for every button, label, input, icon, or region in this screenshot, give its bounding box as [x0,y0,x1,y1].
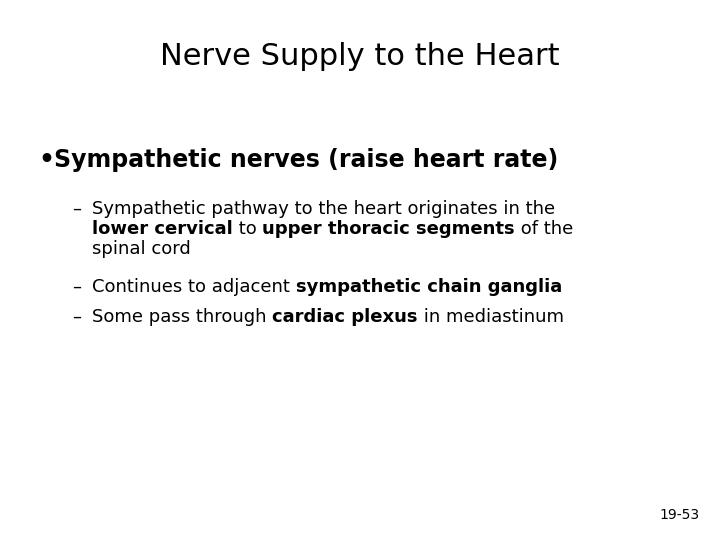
Text: –: – [72,278,81,296]
Text: Nerve Supply to the Heart: Nerve Supply to the Heart [160,42,560,71]
Text: Sympathetic nerves (raise heart rate): Sympathetic nerves (raise heart rate) [54,148,558,172]
Text: •: • [38,148,54,172]
Text: spinal cord: spinal cord [92,240,191,258]
Text: to: to [233,220,262,238]
Text: 19-53: 19-53 [660,508,700,522]
Text: of the: of the [515,220,573,238]
Text: lower cervical: lower cervical [92,220,233,238]
Text: Sympathetic pathway to the heart originates in the: Sympathetic pathway to the heart origina… [92,200,555,218]
Text: upper thoracic segments: upper thoracic segments [262,220,515,238]
Text: Continues to adjacent: Continues to adjacent [92,278,296,296]
Text: –: – [72,308,81,326]
Text: Some pass through: Some pass through [92,308,272,326]
Text: cardiac plexus: cardiac plexus [272,308,418,326]
Text: –: – [72,200,81,218]
Text: sympathetic chain ganglia: sympathetic chain ganglia [296,278,562,296]
Text: in mediastinum: in mediastinum [418,308,564,326]
